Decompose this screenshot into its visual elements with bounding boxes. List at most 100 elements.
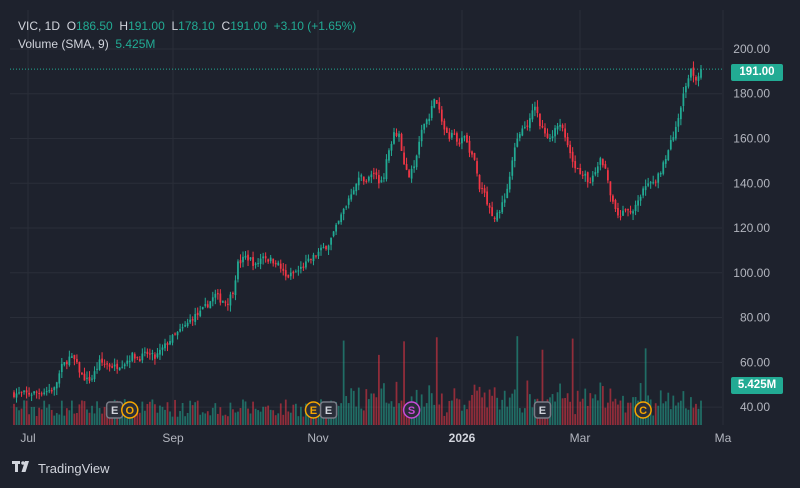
y-tick-label: 40.00 — [740, 400, 770, 414]
event-marker — [634, 401, 652, 419]
candle-body — [677, 118, 680, 127]
volume-bar — [244, 401, 247, 425]
volume-bar — [378, 354, 380, 425]
volume-bar — [221, 415, 224, 425]
candle-body — [569, 144, 572, 154]
volume-bar — [78, 404, 81, 425]
volume-bar — [352, 390, 355, 425]
y-tick-label: 100.00 — [733, 266, 770, 280]
volume-bar — [516, 336, 519, 425]
candle-body — [544, 127, 546, 134]
candle-body — [350, 194, 353, 200]
volume-bar — [186, 412, 189, 425]
candle-body — [586, 172, 589, 183]
volume-bar — [561, 398, 564, 425]
volume-bar — [362, 410, 365, 425]
volume-bar — [700, 400, 702, 425]
candle-body — [690, 68, 692, 78]
volume-bar — [478, 386, 481, 425]
candle-body — [483, 188, 486, 193]
candle-body — [98, 359, 101, 370]
candle-body — [486, 191, 488, 205]
candle-body — [123, 364, 126, 367]
volume-bar — [443, 415, 446, 425]
volume-bar — [445, 412, 448, 425]
candle-body — [86, 377, 88, 379]
volume-bar — [481, 397, 483, 425]
candle-body — [307, 258, 310, 262]
candle-body — [289, 272, 292, 277]
candle-body — [632, 211, 634, 214]
candle-body — [28, 392, 30, 395]
candle-body — [367, 176, 370, 181]
volume-bar — [526, 380, 529, 425]
volume-bar — [254, 408, 257, 425]
candle-body — [284, 270, 287, 277]
volume-bar — [609, 388, 612, 425]
volume-bar — [171, 416, 174, 425]
x-tick-label: 2026 — [449, 431, 476, 445]
candle-body — [415, 155, 418, 168]
volume-bar — [692, 407, 695, 425]
volume-bar — [159, 405, 161, 425]
volume-bar — [211, 407, 214, 425]
volume-bar — [559, 383, 561, 425]
candle-body — [184, 325, 187, 327]
candle-body — [491, 207, 494, 217]
candle-body — [262, 256, 265, 259]
volume-bar — [232, 409, 234, 425]
volume-bar — [15, 407, 18, 425]
candle-body — [357, 177, 360, 186]
volume-bar — [370, 393, 373, 425]
volume-bar — [229, 402, 232, 425]
volume-bar — [473, 384, 476, 425]
symbol-label[interactable]: VIC, 1D — [18, 19, 61, 33]
candle-body — [45, 391, 48, 393]
candle-body — [508, 176, 511, 190]
volume-bar — [277, 413, 280, 425]
volume-bar — [674, 405, 677, 425]
volume-bar — [25, 400, 28, 425]
y-tick-label: 80.00 — [740, 311, 770, 325]
open-label: O — [66, 19, 77, 33]
volume-bar — [43, 400, 46, 425]
volume-bar — [599, 382, 602, 425]
candle-body — [403, 152, 405, 165]
candle-body — [340, 214, 343, 223]
candle-body — [113, 364, 116, 367]
volume-bar — [506, 406, 509, 425]
candle-body — [393, 132, 395, 144]
candle-body — [91, 378, 93, 380]
candle-body — [93, 371, 96, 380]
volume-bar — [488, 389, 491, 425]
volume-bar — [179, 411, 181, 425]
brand-name: TradingView — [38, 461, 110, 476]
candle-body — [294, 271, 297, 273]
volume-legend[interactable]: Volume (SMA, 9) 5.425M — [18, 37, 155, 51]
volume-bar — [76, 412, 78, 425]
candle-body — [528, 118, 531, 128]
volume-bar — [174, 399, 176, 425]
candle-body — [450, 132, 453, 138]
candle-body — [257, 263, 259, 265]
candle-body — [425, 119, 428, 125]
candle-body — [342, 208, 345, 214]
candle-body — [146, 351, 149, 354]
candle-body — [682, 93, 685, 106]
tradingview-footer[interactable]: TradingView — [12, 461, 110, 476]
volume-bar — [141, 401, 144, 425]
candle-body — [164, 343, 166, 349]
candle-body — [362, 176, 365, 182]
volume-bar — [169, 411, 171, 425]
volume-bar — [367, 399, 370, 425]
volume-bar — [227, 416, 229, 425]
volume-bar — [501, 399, 504, 425]
volume-bar — [372, 393, 375, 425]
volume-bar — [350, 388, 353, 425]
volume-bar — [176, 416, 179, 425]
volume-bar — [340, 403, 343, 425]
volume-bar — [294, 403, 297, 425]
candle-body — [242, 256, 244, 263]
